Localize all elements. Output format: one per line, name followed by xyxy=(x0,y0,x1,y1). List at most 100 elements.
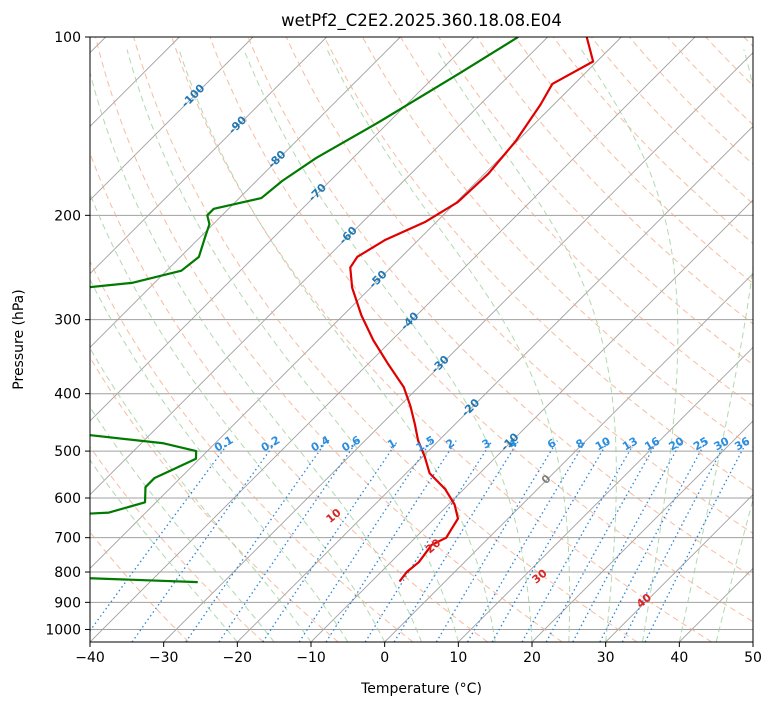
isotherm-line xyxy=(90,37,327,275)
y-tick-label: 100 xyxy=(54,30,81,46)
dry-adiabat-line xyxy=(95,37,563,642)
dry-adiabat-line xyxy=(552,37,753,245)
dry-adiabat-line xyxy=(171,37,713,642)
isotherm-line xyxy=(237,125,753,642)
mixing-ratio-line xyxy=(572,440,683,642)
mixing-ratio-line xyxy=(185,440,328,642)
moist-adiabat-line xyxy=(178,49,496,642)
moist-adiabat-line xyxy=(90,70,422,642)
mixing-ratio-label: 10 xyxy=(593,434,613,453)
isotherm-label: -30 xyxy=(429,353,452,376)
dry-adiabat-line xyxy=(667,37,753,126)
x-tick-label: 30 xyxy=(597,650,615,666)
moist-adiabat-line xyxy=(326,49,571,642)
dry-adiabat-line xyxy=(705,37,753,87)
isotherm-label: -90 xyxy=(226,113,249,136)
isotherm-label: -60 xyxy=(337,224,360,247)
moist-adiabat-line xyxy=(436,49,617,642)
dry-adiabat-line xyxy=(90,151,488,642)
isotherm-line xyxy=(384,273,753,642)
dry-adiabat-line xyxy=(590,37,753,205)
dewpoint-profile-line xyxy=(90,37,519,584)
dry-adiabat-label: 40 xyxy=(634,591,654,611)
mixing-ratio-label: 8 xyxy=(574,436,587,451)
y-tick-label: 500 xyxy=(54,444,81,460)
moist-adiabat-line xyxy=(715,498,753,642)
dry-adiabat-label: 10 xyxy=(324,506,344,526)
mixing-ratio-line xyxy=(621,440,728,642)
dry-adiabat-line xyxy=(90,260,414,642)
mixing-ratio-line xyxy=(262,440,399,642)
moist-adiabat-line xyxy=(90,192,386,642)
mixing-ratio-label: 20 xyxy=(667,434,687,453)
mixing-ratio-label: 36 xyxy=(732,434,752,453)
y-tick-label: 900 xyxy=(54,595,81,611)
x-tick-label: 0 xyxy=(380,650,389,666)
temperature-profile-line xyxy=(349,37,595,583)
y-axis-label: Pressure (hPa) xyxy=(11,289,27,389)
moist-adiabat-line xyxy=(126,49,459,642)
moist-adiabat-line xyxy=(90,406,275,642)
mixing-ratio-line xyxy=(435,440,558,642)
dry-adiabat-line xyxy=(133,37,638,642)
mixing-ratio-line xyxy=(644,440,748,642)
x-tick-label: −10 xyxy=(296,650,326,666)
isotherm-line xyxy=(163,52,753,642)
isotherm-line xyxy=(458,346,753,642)
isotherm-label: -70 xyxy=(306,181,329,204)
dry-adiabat-line xyxy=(209,37,753,623)
isotherm-line xyxy=(90,37,401,348)
isotherm-label: 0 xyxy=(539,472,554,487)
isotherm-line xyxy=(605,494,753,642)
mixing-ratio-line xyxy=(218,440,358,642)
dry-adiabat-line xyxy=(362,37,753,449)
dry-adiabat-line xyxy=(90,356,339,642)
isotherm-line xyxy=(90,37,475,422)
y-tick-label: 300 xyxy=(54,313,81,329)
isotherm-line xyxy=(679,567,753,642)
mixing-ratio-line xyxy=(599,440,707,642)
mixing-ratio-line xyxy=(491,440,609,642)
mixing-ratio-line xyxy=(364,440,493,642)
mixing-ratio-label: 3 xyxy=(480,436,493,451)
x-tick-label: −40 xyxy=(75,650,105,666)
moist-adiabat-line xyxy=(243,49,533,642)
dry-adiabat-line xyxy=(438,37,753,366)
y-axis: 100 200 300 400 500 600 700 800 900 1000 xyxy=(45,30,90,638)
isotherm-label: -100 xyxy=(179,81,208,110)
mixing-ratio-line xyxy=(131,440,278,642)
x-tick-label: 10 xyxy=(449,650,467,666)
isotherm-line xyxy=(90,37,548,496)
dry-adiabat-line xyxy=(323,37,753,491)
isotherm-line xyxy=(752,641,753,642)
dry-adiabat-line xyxy=(743,37,753,48)
mixing-ratio-line xyxy=(466,440,587,642)
dry-adiabat-line xyxy=(90,531,190,642)
mixing-ratio-label: 6 xyxy=(545,436,558,451)
isotherm-line xyxy=(90,37,696,642)
mixing-ratio-label: 2 xyxy=(444,436,457,451)
dry-adiabat-line xyxy=(629,37,753,165)
mixing-ratio-label: 13 xyxy=(620,434,640,453)
series-layer xyxy=(90,37,595,584)
dry-adiabat-line xyxy=(476,37,753,325)
mixing-ratio-line xyxy=(90,440,231,632)
isotherm-label: -10 xyxy=(498,430,521,453)
y-tick-label: 700 xyxy=(54,531,81,547)
dry-adiabat-line xyxy=(514,37,753,285)
isotherm-label: -20 xyxy=(459,396,482,419)
moist-adiabat-line xyxy=(678,49,753,642)
isotherm-line xyxy=(90,37,254,201)
x-tick-label: −20 xyxy=(223,650,253,666)
isotherm-label: -50 xyxy=(366,268,389,291)
y-tick-label: 600 xyxy=(54,491,81,507)
moist-adiabat-line xyxy=(90,347,312,642)
dry-adiabat-line xyxy=(90,445,264,642)
x-tick-label: −30 xyxy=(149,650,179,666)
y-tick-label: 400 xyxy=(54,387,81,403)
chart-title: wetPf2_C2E2.2025.360.18.08.E04 xyxy=(281,11,562,31)
plot-frame xyxy=(89,36,754,643)
isotherm-label: -40 xyxy=(398,309,421,332)
dry-adiabat-line xyxy=(400,37,753,407)
